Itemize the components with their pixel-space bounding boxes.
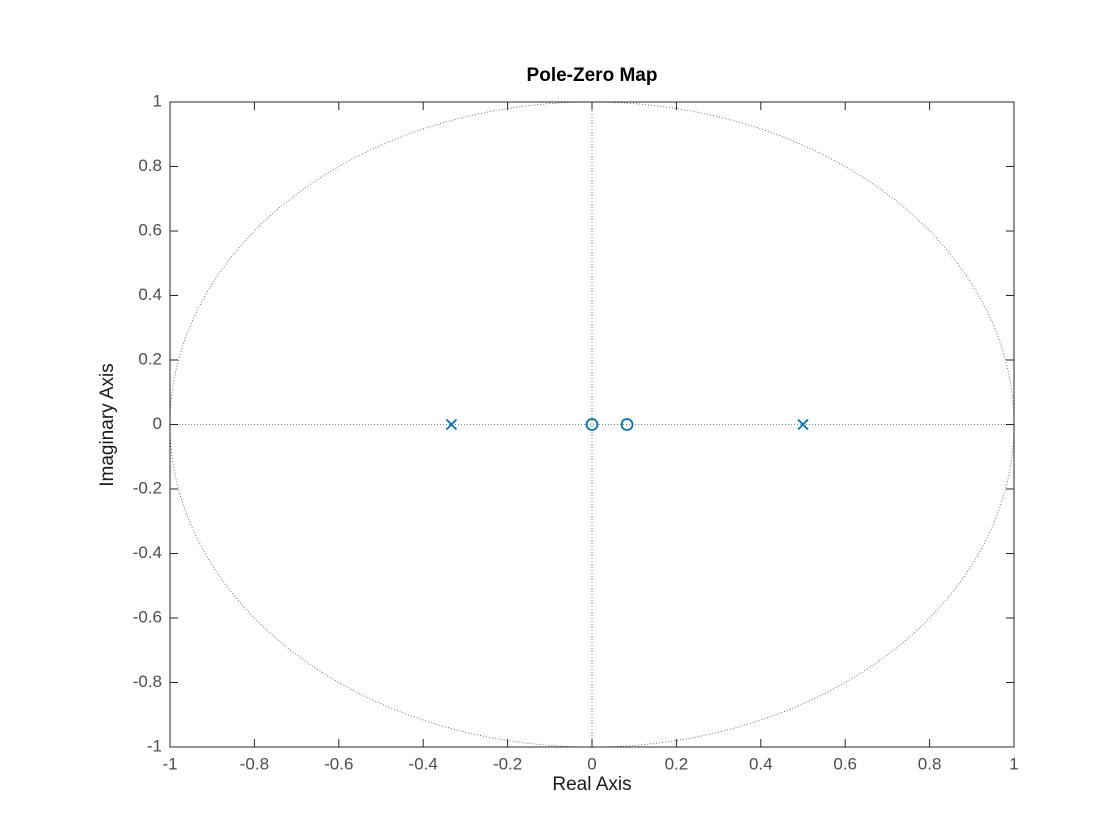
x-tick-label: 0 xyxy=(587,754,596,773)
chart-title: Pole-Zero Map xyxy=(527,65,658,86)
y-tick-label: -0.8 xyxy=(133,672,162,691)
pole-marker xyxy=(797,418,809,431)
x-tick-label: 0.6 xyxy=(833,754,857,773)
x-tick-label: -0.8 xyxy=(240,754,269,773)
y-tick-label: 0.4 xyxy=(138,285,162,304)
y-tick-label: -0.6 xyxy=(133,607,162,626)
x-tick-label: -0.4 xyxy=(409,754,438,773)
y-tick-label: -0.2 xyxy=(133,478,162,497)
y-axis-label: Imaginary Axis xyxy=(97,363,118,487)
x-tick-label: 0.2 xyxy=(665,754,689,773)
pole-marker xyxy=(445,418,458,431)
y-tick-label: -0.4 xyxy=(133,543,162,562)
x-tick-label: -1 xyxy=(162,754,177,773)
y-tick-label: 0.2 xyxy=(138,349,162,368)
y-tick-label: 1 xyxy=(153,91,162,110)
x-tick-label: 0.8 xyxy=(918,754,942,773)
y-tick-label: -1 xyxy=(147,736,162,755)
zero-marker xyxy=(620,418,634,431)
y-tick-label: 0.6 xyxy=(138,220,162,239)
x-tick-label: -0.6 xyxy=(324,754,353,773)
x-tick-label: 0.4 xyxy=(749,754,773,773)
y-tick-label: 0 xyxy=(153,414,162,433)
x-tick-label: -0.2 xyxy=(493,754,522,773)
y-tick-label: 0.8 xyxy=(138,156,162,175)
x-tick-label: 1 xyxy=(1009,754,1018,773)
zero-marker xyxy=(585,418,599,431)
x-axis-label: Real Axis xyxy=(552,774,631,795)
